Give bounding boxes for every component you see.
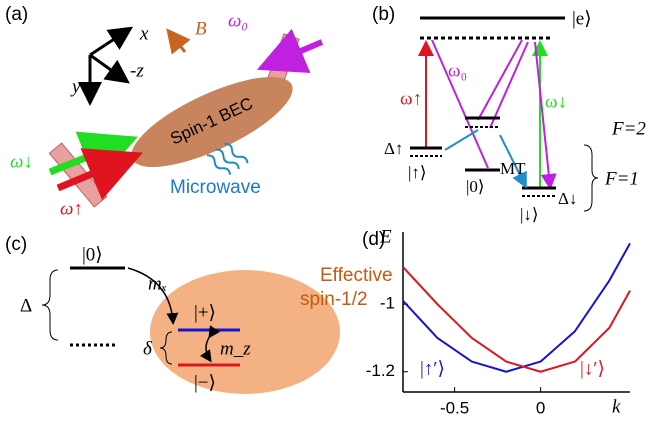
hyperfine-label: F=2: [611, 118, 646, 139]
level-label: Δ↓: [558, 189, 577, 208]
level-label: |0⟩: [82, 244, 103, 265]
delta-label: Δ: [20, 295, 32, 316]
y-axis-label: E: [379, 226, 392, 247]
ellipse-label: spin-1/2: [300, 289, 368, 310]
axis-label: y: [70, 76, 81, 97]
ellipse-label: Effective: [320, 265, 393, 286]
beam-label: ω₀: [228, 10, 248, 31]
level-label: Δ↑: [384, 139, 403, 158]
panel-label: (c): [5, 234, 27, 255]
axis-arrow: [90, 30, 128, 55]
field-arrow: [170, 33, 185, 52]
legend-label: |↓′⟩: [580, 358, 605, 379]
legend-label: |↑′⟩: [420, 358, 445, 379]
level-label: |e⟩: [572, 8, 592, 29]
panel-label: (b): [372, 4, 395, 25]
beam-label: ω↓: [10, 151, 33, 172]
field-label: B: [195, 18, 207, 39]
panel-c: (c) |0⟩ Δ mₓ Effective spin-1/2 |+⟩ |−⟩ …: [5, 234, 393, 394]
brace: [584, 145, 598, 211]
transition-label: ω₀: [448, 60, 467, 81]
panel-a: (a) x y -z B ω₀ Spin-1 BEC Microwave ω↓ …: [5, 4, 322, 219]
mt-label: MT: [500, 159, 526, 178]
delta-label: δ: [143, 338, 153, 359]
level-label: |−⟩: [194, 372, 216, 393]
axis-arrow: [90, 55, 125, 80]
beam-label: ω↑: [60, 198, 83, 219]
level-label: |+⟩: [194, 302, 216, 323]
microwave-label: Microwave: [170, 177, 261, 198]
x-tick-label: 0: [536, 398, 545, 417]
coupling-label: mₓ: [148, 273, 167, 294]
brace: [42, 270, 58, 340]
level-label: |↑⟩: [408, 163, 427, 182]
x-tick-label: -0.5: [440, 398, 469, 417]
y-tick-label: -1.2: [366, 361, 395, 380]
transition-label: ω↑: [400, 88, 422, 109]
transition-label: ω↓: [545, 91, 567, 112]
level-label: |0⟩: [466, 177, 485, 196]
figure: (a) x y -z B ω₀ Spin-1 BEC Microwave ω↓ …: [0, 0, 648, 426]
y-tick-label: -1: [380, 294, 395, 313]
panel-b: (b) |e⟩ ω↑ ω₀ ω↓ Δ↑ |↑⟩ |0⟩ MT Δ↓ |↓⟩ F=…: [372, 4, 646, 224]
panel-label: (a): [5, 4, 28, 25]
hyperfine-label: F=1: [604, 168, 639, 189]
coupling-label: m_z: [220, 338, 251, 359]
level-label: |↓⟩: [520, 205, 539, 224]
x-axis-label: k: [612, 396, 621, 417]
axis-label: x: [139, 23, 149, 44]
page: (a) x y -z B ω₀ Spin-1 BEC Microwave ω↓ …: [0, 0, 648, 426]
curve: [403, 267, 630, 372]
axis-label: -z: [130, 60, 144, 81]
curve: [403, 243, 630, 371]
